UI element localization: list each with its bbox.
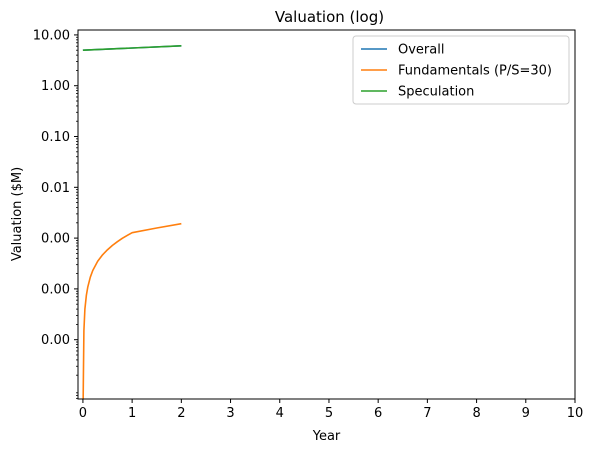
plot-frame: [77, 29, 576, 400]
y-axis-label: Valuation ($M): [10, 167, 25, 261]
x-tick-label-6: 6: [374, 406, 382, 421]
legend-label-0: Overall: [398, 43, 444, 58]
series-line-2: [82, 45, 182, 52]
legend: Overall Fundamentals (P/S=30) Speculation: [352, 35, 570, 105]
x-axis-label: Year: [312, 429, 341, 444]
legend-label-2: Speculation: [398, 85, 474, 100]
chart-title: Valuation (log): [275, 8, 384, 26]
y-tick-label: 10.00: [33, 28, 70, 43]
y-tick-label: 0.00: [41, 282, 70, 297]
x-tick-label-1: 1: [128, 406, 136, 421]
series-line-1: [82, 222, 182, 399]
x-tick-label-3: 3: [226, 406, 234, 421]
x-tick-label-4: 4: [276, 406, 284, 421]
x-tick-label-8: 8: [472, 406, 480, 421]
x-tick-label-9: 9: [522, 406, 530, 421]
x-tick-label-2: 2: [177, 406, 185, 421]
y-tick-label: 0.00: [41, 232, 70, 247]
y-tick-label: 0.01: [41, 181, 70, 196]
axis-ticks: 0 1 2 3 4 5 6 7 8 9 10 0.00 0.00 0.00 0.01 0.10 1.00 10.0…: [33, 28, 583, 421]
x-tick-label-10: 10: [567, 406, 584, 421]
y-tick-label: 0.10: [41, 130, 70, 145]
x-tick-label-5: 5: [325, 406, 333, 421]
y-tick-label: 1.00: [41, 79, 70, 94]
legend-label-1: Fundamentals (P/S=30): [398, 64, 552, 79]
legend-box: [352, 35, 570, 105]
y-tick-label: 0.00: [41, 333, 70, 348]
x-tick-label-7: 7: [423, 406, 431, 421]
x-tick-label-0: 0: [79, 406, 87, 421]
plot-lines: [82, 45, 182, 399]
